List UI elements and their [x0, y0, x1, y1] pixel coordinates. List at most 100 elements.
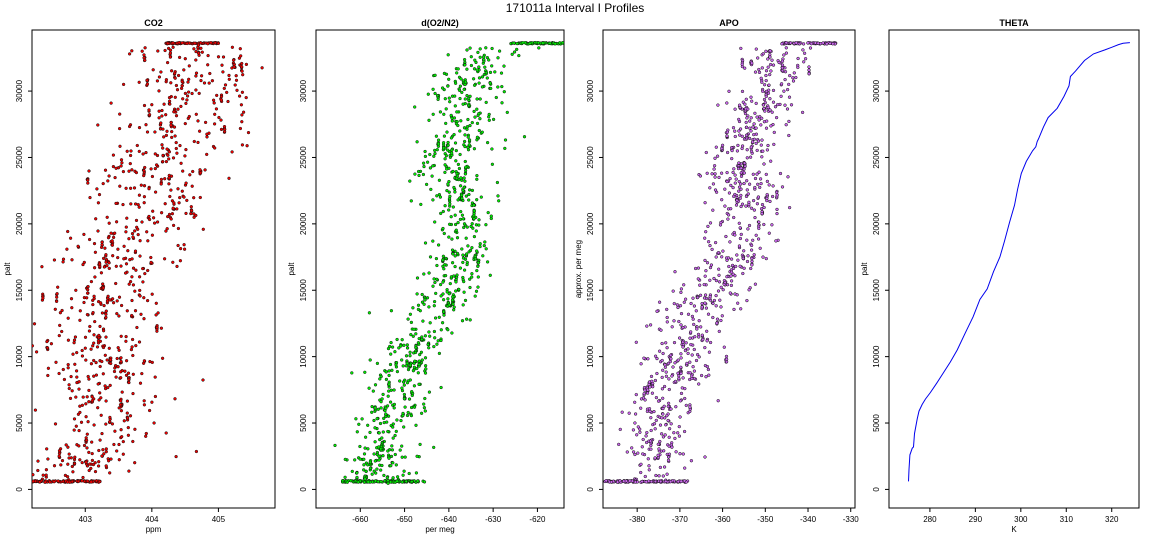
data-point: [110, 243, 115, 247]
data-point: [461, 102, 465, 106]
data-point: [735, 293, 739, 297]
data-point: [72, 341, 76, 345]
data-point: [192, 212, 196, 216]
data-point: [739, 232, 743, 237]
data-point: [642, 385, 647, 390]
data-point: [110, 422, 115, 426]
data-point: [75, 350, 79, 355]
data-point: [441, 292, 445, 296]
data-point: [729, 183, 733, 188]
data-point: [808, 46, 813, 50]
data-point: [416, 169, 421, 174]
data-point: [214, 107, 219, 111]
data-point: [749, 95, 753, 99]
data-point: [154, 163, 159, 167]
data-point: [794, 41, 798, 45]
data-point: [40, 265, 44, 269]
data-point: [446, 328, 450, 332]
data-point: [66, 366, 70, 370]
data-point: [453, 81, 458, 85]
data-point: [710, 172, 714, 176]
data-point: [697, 319, 701, 323]
data-point: [704, 375, 708, 379]
data-point: [394, 360, 399, 365]
data-point: [94, 217, 98, 221]
data-point: [683, 348, 688, 353]
data-point: [697, 382, 701, 386]
data-point: [714, 278, 719, 283]
data-point: [749, 116, 753, 120]
data-point: [733, 129, 737, 133]
data-point: [478, 47, 482, 51]
data-point: [676, 479, 680, 484]
data-point: [720, 255, 724, 259]
data-point: [443, 263, 447, 267]
data-point: [441, 280, 445, 284]
data-point: [734, 177, 738, 181]
data-point: [85, 395, 89, 399]
data-point: [641, 452, 645, 456]
data-point: [477, 128, 481, 133]
data-point: [213, 112, 217, 116]
x-tick-label: -370: [672, 515, 689, 524]
data-point: [717, 273, 721, 277]
data-point: [45, 447, 49, 451]
data-point: [729, 270, 734, 274]
data-point: [238, 47, 242, 51]
data-point: [439, 328, 443, 332]
data-point: [131, 439, 135, 444]
data-point: [413, 172, 417, 176]
data-point: [494, 95, 498, 100]
data-point: [212, 101, 216, 105]
data-point: [730, 156, 734, 161]
data-point: [666, 404, 670, 409]
data-point: [754, 126, 758, 130]
data-point: [121, 452, 125, 456]
data-point: [432, 304, 436, 308]
data-point: [484, 46, 488, 50]
data-point: [686, 351, 690, 356]
data-point: [411, 369, 416, 373]
data-point: [451, 205, 455, 209]
data-point: [386, 478, 390, 483]
data-point: [432, 344, 436, 349]
data-point: [660, 387, 665, 391]
data-point: [420, 337, 424, 342]
data-point: [143, 46, 147, 50]
data-point: [87, 450, 91, 455]
data-point: [725, 170, 729, 175]
data-point: [472, 203, 476, 207]
data-point: [167, 150, 172, 154]
data-point: [462, 126, 467, 130]
data-point: [142, 201, 146, 205]
data-point: [374, 471, 378, 475]
data-point: [661, 435, 666, 439]
data-point: [370, 480, 375, 484]
data-point: [379, 479, 383, 484]
data-point: [717, 329, 721, 334]
data-point: [225, 90, 229, 95]
data-point: [18, 480, 21, 483]
data-point: [112, 442, 116, 447]
data-point: [97, 448, 101, 453]
data-point: [230, 150, 234, 154]
data-point: [441, 298, 446, 302]
data-point: [774, 115, 779, 120]
data-point: [431, 239, 435, 243]
data-point: [416, 479, 420, 483]
data-point: [45, 339, 49, 344]
data-point: [135, 143, 139, 148]
data-point: [94, 360, 98, 365]
data-point: [150, 103, 154, 107]
data-point: [679, 371, 683, 376]
data-point: [142, 317, 146, 321]
data-point: [725, 179, 729, 184]
x-tick-label: -330: [843, 515, 860, 524]
data-point: [398, 448, 402, 452]
data-point: [134, 343, 138, 348]
data-point: [746, 254, 750, 258]
data-point: [162, 257, 167, 261]
data-point: [241, 110, 246, 114]
data-point: [207, 81, 211, 85]
data-point: [721, 288, 725, 292]
